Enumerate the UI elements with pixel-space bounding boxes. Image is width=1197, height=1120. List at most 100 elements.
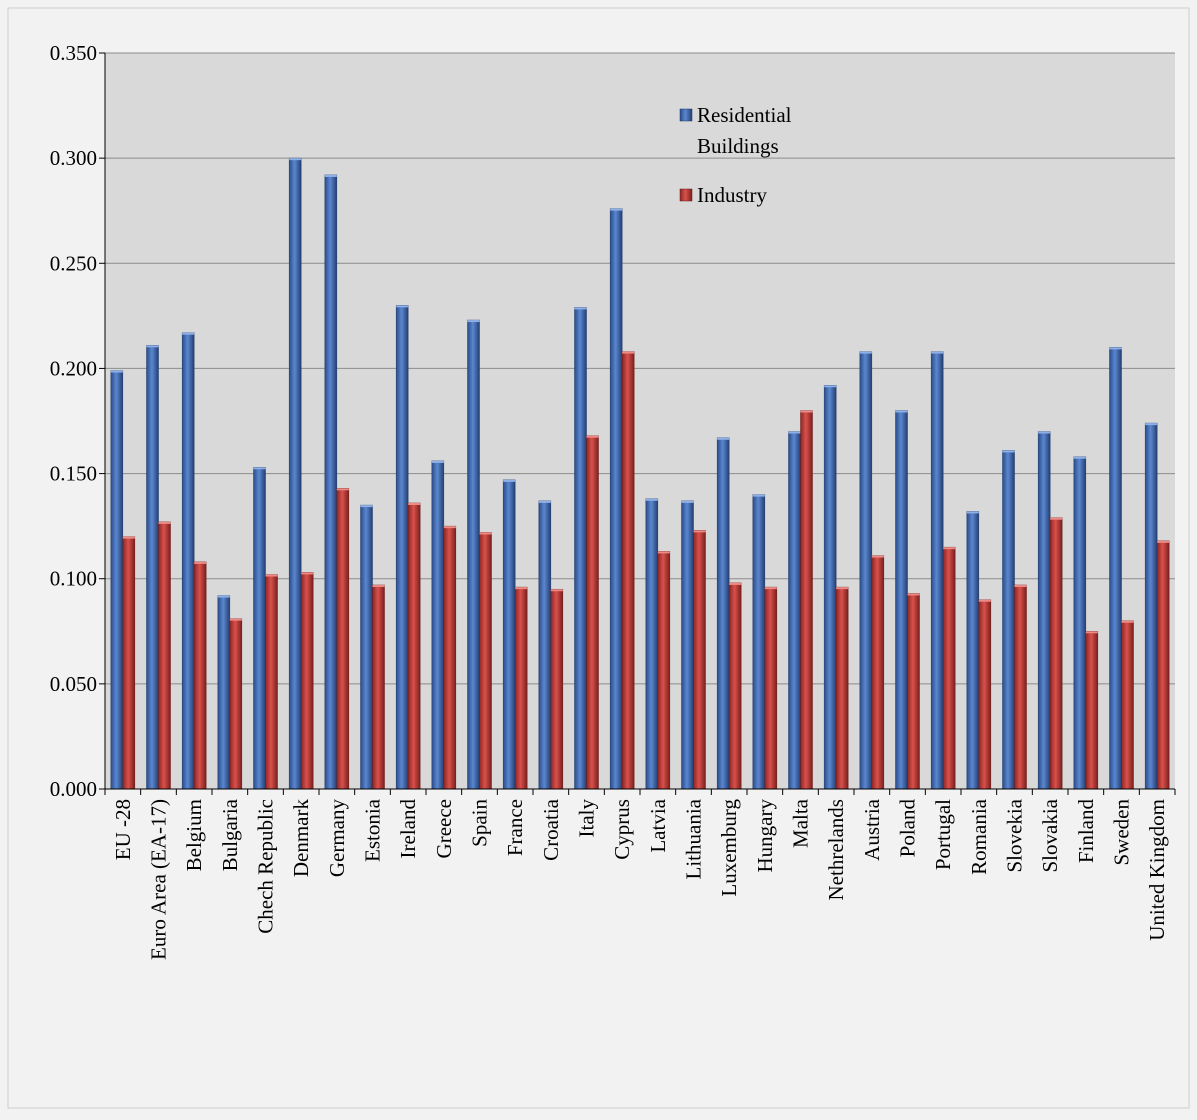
- bar-residential: [146, 345, 159, 790]
- bar-residential: [502, 479, 516, 790]
- bar-cap-industry: [729, 582, 742, 585]
- y-tick-label: 0.100: [50, 567, 97, 591]
- axes: 0.000 0.050 0.100 0.150 0.200 0.250 0.300 0.350…: [50, 41, 1176, 960]
- bar-cap-industry: [443, 526, 456, 529]
- bar-residential: [859, 351, 873, 790]
- bar-residential: [930, 351, 944, 790]
- bar-industry: [907, 593, 920, 790]
- bar-cap-residential: [360, 505, 373, 508]
- bar-cap-residential: [503, 479, 516, 482]
- legend-label-residential-line1: Residential: [697, 103, 792, 127]
- x-tick-label: Ireland: [396, 799, 420, 859]
- legend: Residential Buildings Industry: [679, 103, 792, 207]
- bar-industry: [728, 582, 742, 790]
- bar-cap-industry: [515, 587, 528, 590]
- x-tick-label: Bulgaria: [218, 798, 242, 871]
- bar-industry: [1121, 620, 1134, 790]
- bar-residential: [716, 437, 730, 790]
- y-tick-label: 0.000: [50, 777, 97, 801]
- x-tick-label: Chech Republic: [254, 799, 278, 934]
- x-tick-label: Portugal: [931, 799, 955, 870]
- bar-cap-residential: [431, 460, 444, 463]
- bar-residential: [1109, 347, 1122, 790]
- bar-cap-residential: [324, 174, 337, 177]
- bar-cap-industry: [479, 532, 492, 535]
- bar-cap-industry: [943, 547, 956, 550]
- bar-cap-industry: [836, 587, 849, 590]
- x-tick-label: Germany: [325, 799, 349, 878]
- bar-residential: [395, 305, 409, 790]
- bar-residential: [752, 494, 766, 790]
- bar-cap-residential: [1002, 450, 1015, 453]
- bar-cap-industry: [336, 488, 349, 491]
- bar-industry: [1049, 517, 1063, 790]
- x-tick-label: Sweden: [1110, 799, 1134, 866]
- bar-residential: [895, 410, 908, 790]
- bar-cap-industry: [265, 574, 278, 577]
- x-tick-label: Estonia: [361, 798, 385, 862]
- bar-residential: [467, 319, 480, 790]
- x-tick-label: Luxemburg: [717, 799, 741, 897]
- bar-cap-residential: [396, 305, 409, 308]
- bar-cap-residential: [1145, 423, 1158, 426]
- y-tick-label: 0.250: [50, 251, 97, 275]
- bar-cap-residential: [681, 500, 694, 503]
- bar-industry: [1156, 540, 1170, 790]
- legend-swatch-industry: [679, 188, 693, 202]
- bar-industry: [942, 546, 956, 790]
- x-tick-label: Romania: [967, 798, 991, 874]
- bar-residential: [1073, 456, 1087, 790]
- bar-cap-residential: [253, 467, 266, 470]
- bar-cap-residential: [895, 410, 908, 413]
- bar-cap-residential: [824, 385, 837, 388]
- x-tick-label: Poland: [896, 799, 920, 858]
- bar-cap-industry: [693, 530, 706, 533]
- bar-residential: [823, 385, 837, 790]
- bar-cap-industry: [550, 589, 563, 592]
- bar-residential: [288, 157, 302, 790]
- x-tick-label: Italy: [575, 799, 599, 838]
- bar-cap-industry: [372, 585, 385, 588]
- bar-industry: [764, 586, 778, 790]
- bar-residential: [609, 208, 623, 790]
- bar-industry: [586, 435, 599, 790]
- bar-cap-residential: [645, 498, 658, 501]
- bar-industry: [1085, 631, 1099, 790]
- bar-residential: [681, 500, 694, 790]
- bar-cap-industry: [764, 587, 777, 590]
- bar-cap-residential: [217, 595, 230, 598]
- bar-cap-residential: [467, 320, 480, 323]
- bar-residential: [1144, 422, 1158, 790]
- x-tick-label: Malta: [789, 798, 813, 848]
- bar-industry: [265, 574, 278, 790]
- bar-cap-residential: [574, 307, 587, 310]
- x-tick-label: Hungary: [753, 799, 777, 873]
- bar-cap-residential: [538, 500, 551, 503]
- bar-industry: [479, 532, 492, 790]
- bar-residential: [217, 595, 231, 790]
- bar-cap-industry: [586, 435, 599, 438]
- x-tick-label: Croatia: [539, 798, 563, 860]
- x-tick-label: Lithuania: [682, 798, 706, 879]
- bar-cap-industry: [301, 572, 314, 575]
- bar-industry: [193, 561, 207, 790]
- bar-industry: [372, 584, 385, 790]
- x-tick-label: Cyprus: [610, 799, 634, 860]
- bar-cap-residential: [1073, 456, 1086, 459]
- y-tick-label: 0.150: [50, 462, 97, 486]
- bar-cap-industry: [800, 410, 813, 413]
- x-tick-label: Spain: [468, 799, 492, 847]
- bar-industry: [657, 551, 671, 790]
- bar-industry: [229, 618, 243, 790]
- bar-industry: [550, 588, 564, 790]
- bars: [110, 157, 1170, 790]
- x-tick-label: Euro Area (EA-17): [147, 799, 171, 960]
- bar-industry: [871, 555, 885, 790]
- bar-residential: [324, 174, 338, 790]
- bar-residential: [360, 504, 373, 790]
- bar-industry: [300, 572, 314, 790]
- bar-residential: [181, 332, 195, 790]
- bar-residential: [110, 370, 124, 790]
- bar-cap-industry: [871, 555, 884, 558]
